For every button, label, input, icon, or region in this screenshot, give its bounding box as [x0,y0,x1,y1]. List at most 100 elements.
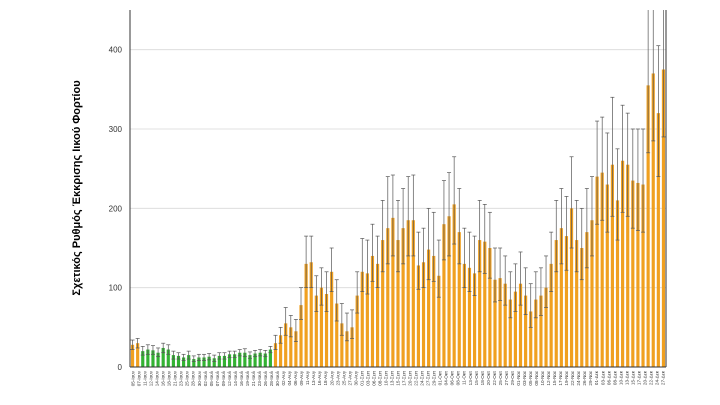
y-axis-title: Σχετικός Ρυθμός Έκκρισης Ιικού Φορτίου [71,80,83,295]
bar [452,204,456,367]
bar [544,287,548,367]
bar [447,216,451,367]
bar [340,323,344,367]
axes [129,10,667,368]
bar [324,294,329,367]
bar [222,355,227,367]
x-tick-label: 13-Αυγ [311,370,316,385]
x-tick-label: 25-Αυγ [341,370,346,385]
bar [580,248,584,367]
bar [661,69,666,367]
bar [263,353,267,367]
bar [207,356,211,367]
x-tick-label: 23-Ιουλ [257,370,262,386]
bar [258,352,262,367]
bar [600,172,604,367]
x-tick-label: 29-Σεπ [432,371,437,386]
bar [529,311,533,367]
bar [569,208,574,367]
x-tick-label: 05-Νοε [528,371,533,386]
x-tick-label: 09-Ιουλ [221,370,226,386]
x-tick-label: 11-Αυγ [305,370,310,385]
x-tick-label: 01-Σεπ [359,371,364,386]
x-tick-label: 27-Οκτ [504,371,509,386]
x-tick-label: 01-Οκτ [438,371,443,386]
bar [335,303,339,367]
x-tick-label: 08-Σεπ [377,371,382,386]
x-tick-label: 20-Δεκ [642,370,647,385]
x-tick-label: 20-Σεπ [408,371,413,386]
x-tick-label: 15-Δεκ [630,370,635,385]
x-tick-label: 10-Δεκ [618,370,623,385]
x-tick-label: 08-Νοε [534,371,539,386]
bar [467,267,472,367]
x-tick-label: 02-Αυγ [281,370,286,385]
bar [299,305,303,367]
bar [559,228,563,367]
bar [248,355,252,367]
bar [176,355,181,367]
x-tick-label: 14-Ιουλ [233,370,238,386]
x-tick-label: 13-Σεπ [389,371,394,386]
bar [406,220,410,367]
bar [554,240,558,367]
bar [253,353,257,367]
bar [615,200,620,367]
x-tick-label: 18-Ιουν [167,370,172,386]
bar [294,331,298,367]
bar [472,273,477,367]
x-tick-label: 03-Σεπ [365,371,370,386]
bar [605,184,609,367]
x-tick-label: 01-Νοε [516,371,521,386]
bar [355,295,359,367]
bar [564,236,569,367]
bar [309,262,313,367]
bar [375,263,380,367]
bar [314,295,318,367]
x-tick-label: 06-Σεπ [371,371,376,386]
x-tick-label: 03-Δεκ [600,370,605,385]
x-tick-label: 13-Δεκ [624,370,629,385]
x-tick-label: 11-Οκτ [462,371,467,385]
bar [192,359,196,367]
x-tick-label: 07-Ιουν [137,370,142,386]
bar [227,354,232,367]
x-tick-label: 06-Οκτ [450,371,455,386]
bar [575,240,579,367]
bar [238,352,242,367]
x-tick-label: 06-Δεκ [606,370,611,385]
bar [360,271,364,367]
x-tick-label: 28-Ιουν [191,370,196,386]
x-tick-label: 05-Ιουν [131,370,136,386]
x-tick-label: 24-Νοε [576,371,581,386]
bar [156,352,160,367]
x-tick-label: 26-Νοε [582,371,587,386]
x-tick-label: 22-Σεπ [414,371,419,386]
x-tick-label: 29-Οκτ [510,371,515,386]
x-tick-label: 18-Οκτ [480,371,485,386]
bar [503,283,507,367]
bar [319,287,324,367]
x-tick-label: 23-Αυγ [335,370,340,385]
x-tick-label: 25-Οκτ [498,371,503,386]
bar [197,357,201,367]
bar [610,164,614,367]
bar [493,279,497,367]
x-tick-label: 07-Ιουλ [215,370,220,386]
x-tick-label: 15-Οκτ [474,371,479,386]
bar [411,220,415,367]
x-tick-label: 27-Δεκ [660,370,665,385]
bar [161,347,165,367]
bar [524,295,528,367]
bar [401,228,405,367]
bar [442,224,446,367]
bar [626,164,630,367]
bar [151,350,155,367]
bar [187,355,191,367]
bar [182,357,186,367]
x-tick-label: 12-Ιουλ [227,370,232,386]
bar [641,184,645,367]
bar [457,232,461,367]
